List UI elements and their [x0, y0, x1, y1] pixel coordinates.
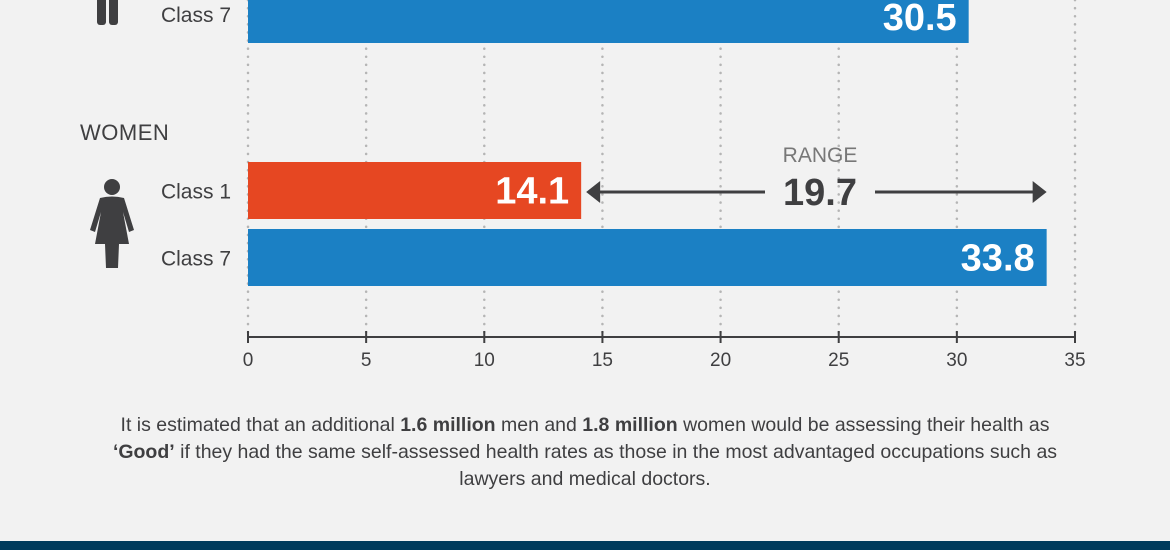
- footer-band: [0, 541, 1170, 550]
- x-tick-label: 10: [474, 350, 495, 371]
- bar-value-label: 33.8: [961, 238, 1035, 280]
- bar-value-label: 14.1: [495, 171, 569, 213]
- bar: [248, 0, 969, 43]
- arrow-left-icon: [586, 181, 601, 203]
- x-tick-label: 30: [946, 350, 967, 371]
- bar-category-label: Class 1: [161, 181, 231, 204]
- range-value: 19.7: [783, 172, 857, 214]
- x-tick-label: 25: [828, 350, 849, 371]
- bars: 30.5 Class 7 14.1 Class 1 33.8 Class 7: [161, 0, 1047, 286]
- x-tick-label: 5: [361, 350, 372, 371]
- range-label: RANGE: [783, 144, 858, 167]
- x-tick-label: 35: [1064, 350, 1085, 371]
- x-tick-label: 20: [710, 350, 731, 371]
- bar: [248, 162, 582, 219]
- bar-category-label: Class 7: [161, 248, 231, 271]
- bar: [248, 229, 1047, 286]
- footnote: It is estimated that an additional 1.6 m…: [112, 414, 1058, 490]
- arrow-right-icon: [1032, 181, 1047, 203]
- man-icon: [97, 0, 118, 25]
- bar-value-label: 30.5: [883, 0, 957, 39]
- woman-icon: [90, 179, 134, 268]
- x-tick-label: 0: [243, 350, 254, 371]
- range-annotation: RANGE 19.7: [586, 144, 1047, 214]
- group-label-women: WOMEN: [80, 120, 169, 145]
- x-axis: 0 5 10 15 20 25 30 35: [243, 331, 1086, 371]
- bar-category-label: Class 7: [161, 4, 231, 27]
- gridlines: [246, 0, 1077, 339]
- x-tick-label: 15: [592, 350, 613, 371]
